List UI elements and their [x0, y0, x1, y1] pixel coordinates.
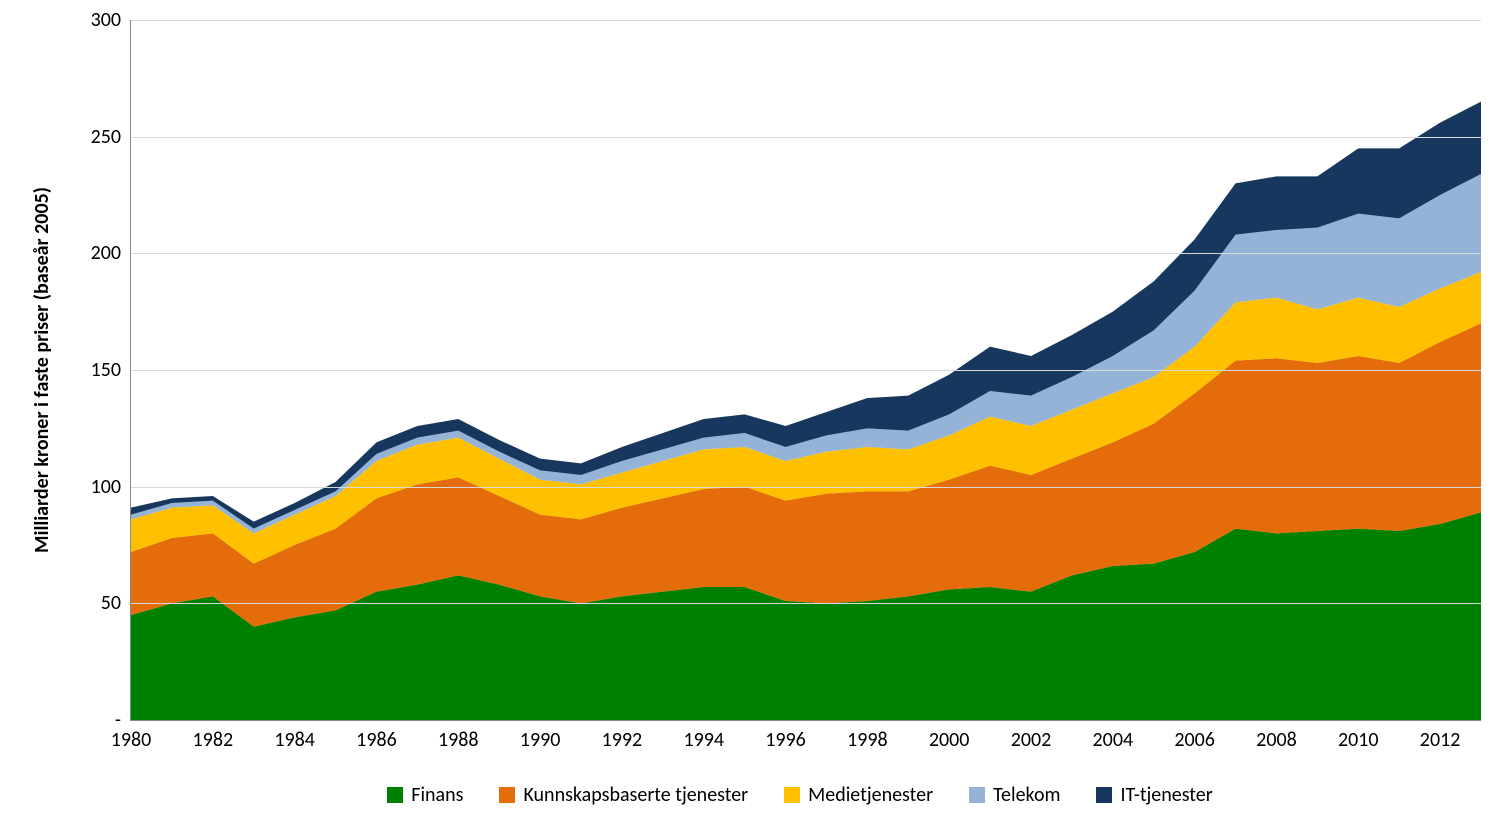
- legend-swatch: [499, 787, 515, 803]
- legend-item: Medietjenester: [784, 783, 933, 807]
- y-tick-label: 300: [91, 8, 131, 32]
- legend-item: Kunnskapsbaserte tjenester: [499, 783, 748, 807]
- legend-swatch: [969, 787, 985, 803]
- grid-line: [131, 370, 1481, 371]
- legend-item: IT-tjenester: [1096, 783, 1212, 807]
- legend-label: Kunnskapsbaserte tjenester: [523, 783, 748, 807]
- plot-area: -501001502002503001980198219841986198819…: [130, 20, 1481, 721]
- y-tick-label: 250: [91, 125, 131, 149]
- legend-swatch: [1096, 787, 1112, 803]
- x-tick-label: 2008: [1256, 720, 1297, 752]
- legend-item: Telekom: [969, 783, 1060, 807]
- x-tick-label: 2010: [1338, 720, 1379, 752]
- x-tick-label: 1982: [193, 720, 234, 752]
- y-tick-label: 150: [91, 358, 131, 382]
- y-axis-title: Milliarder kroner i faste priser (baseår…: [30, 187, 54, 553]
- y-tick-label: 100: [91, 475, 131, 499]
- grid-line: [131, 253, 1481, 254]
- x-tick-label: 1996: [765, 720, 806, 752]
- legend-label: Telekom: [993, 783, 1060, 807]
- x-tick-label: 1998: [847, 720, 888, 752]
- x-tick-label: 2000: [929, 720, 970, 752]
- x-tick-label: 2004: [1093, 720, 1134, 752]
- x-tick-label: 1994: [683, 720, 724, 752]
- x-tick-label: 1990: [520, 720, 561, 752]
- legend-item: Finans: [387, 783, 463, 807]
- x-tick-label: 1992: [602, 720, 643, 752]
- stacked-area-chart: -501001502002503001980198219841986198819…: [0, 0, 1502, 822]
- x-tick-label: 2002: [1011, 720, 1052, 752]
- chart-legend: Finans Kunnskapsbaserte tjenester Medietje…: [300, 780, 1300, 810]
- grid-line: [131, 20, 1481, 21]
- grid-line: [131, 603, 1481, 604]
- x-tick-label: 2006: [1174, 720, 1215, 752]
- legend-swatch: [784, 787, 800, 803]
- y-tick-label: 50: [101, 591, 131, 615]
- legend-label: IT-tjenester: [1120, 783, 1212, 807]
- x-tick-label: 1988: [438, 720, 479, 752]
- x-tick-label: 1986: [356, 720, 397, 752]
- y-tick-label: 200: [91, 241, 131, 265]
- grid-line: [131, 137, 1481, 138]
- x-tick-label: 1980: [111, 720, 152, 752]
- x-tick-label: 1984: [274, 720, 315, 752]
- legend-swatch: [387, 787, 403, 803]
- legend-label: Medietjenester: [808, 783, 933, 807]
- legend-label: Finans: [411, 783, 463, 807]
- x-tick-label: 2012: [1420, 720, 1461, 752]
- grid-line: [131, 487, 1481, 488]
